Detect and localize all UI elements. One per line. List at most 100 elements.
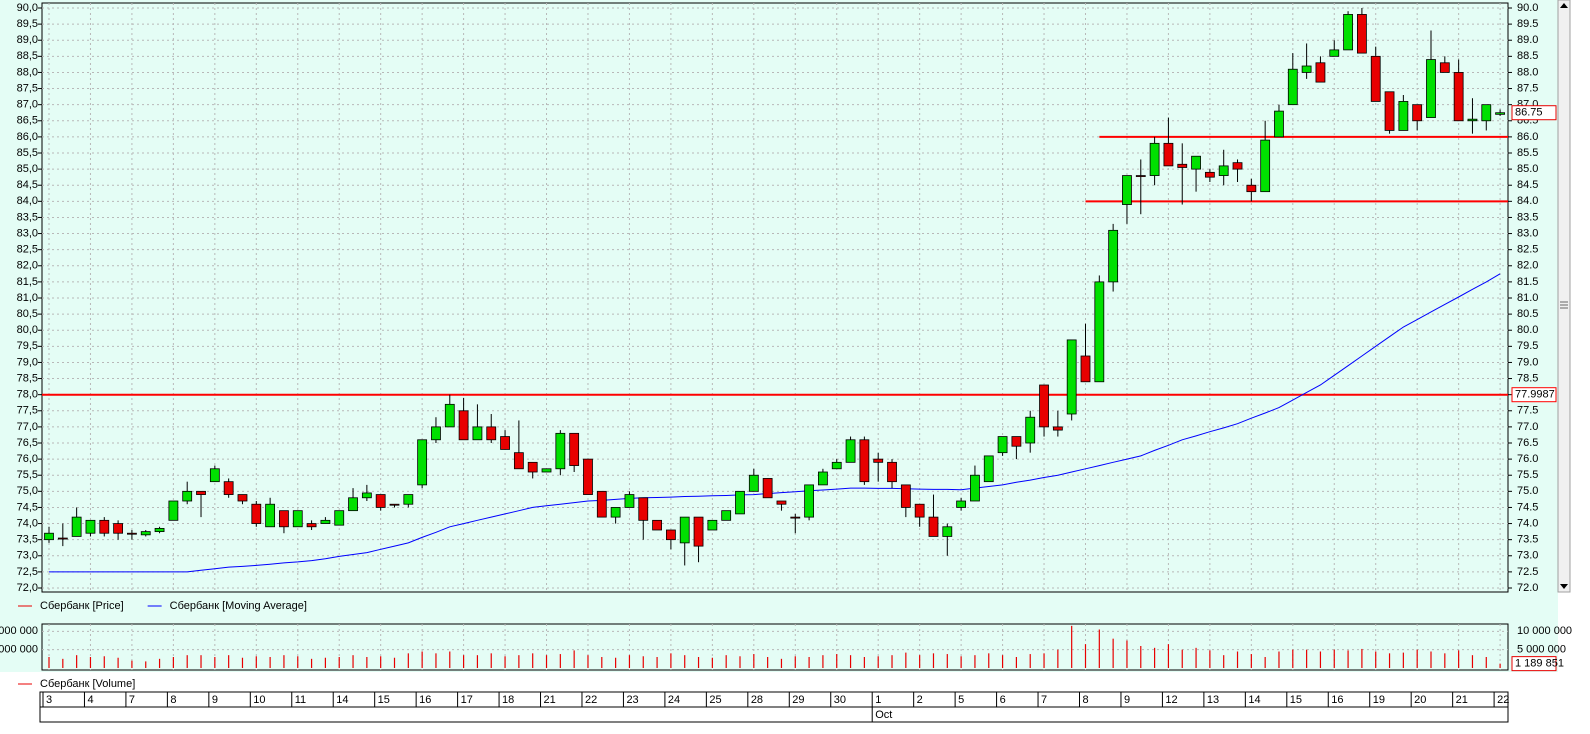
value-box bbox=[1511, 387, 1557, 403]
candle-body bbox=[1149, 142, 1160, 176]
y-tick-label-left: 81,0 bbox=[17, 292, 38, 304]
x-tick-label: 28 bbox=[751, 694, 763, 706]
y-tick-label: 83.0 bbox=[1517, 227, 1538, 239]
candle-body bbox=[707, 519, 718, 531]
y-tick-label: 84.0 bbox=[1517, 195, 1538, 207]
candle-body bbox=[1218, 165, 1229, 176]
candle-body bbox=[970, 474, 980, 502]
x-tick-label: 14 bbox=[1248, 694, 1260, 706]
scroll-grip bbox=[1560, 301, 1568, 309]
value-box bbox=[1511, 656, 1557, 672]
candle-body bbox=[1495, 112, 1505, 115]
candle-body bbox=[1343, 14, 1353, 51]
y-tick-label-left: 76,5 bbox=[17, 437, 38, 449]
legend-label: Сбербанк [Volume] bbox=[40, 678, 135, 690]
candle-body bbox=[1274, 110, 1284, 138]
y-tick-label-left: 80,5 bbox=[17, 308, 38, 320]
candle-body bbox=[168, 500, 179, 521]
candle-body bbox=[1025, 416, 1036, 444]
candle-body bbox=[44, 532, 54, 541]
candle-body bbox=[1108, 229, 1119, 283]
candle-body bbox=[721, 510, 732, 521]
candle-body bbox=[735, 490, 745, 515]
candle-body bbox=[1315, 62, 1326, 83]
scrollbar[interactable] bbox=[1557, 0, 1571, 593]
y-tick-label: 78.5 bbox=[1517, 372, 1538, 384]
y-tick-label: 79.5 bbox=[1517, 340, 1538, 352]
candle-body bbox=[873, 458, 884, 463]
candle-body bbox=[71, 516, 82, 537]
candle-body bbox=[569, 432, 580, 466]
x-tick-label: 10 bbox=[253, 694, 265, 706]
value-box bbox=[1511, 105, 1557, 121]
candle-body bbox=[1384, 91, 1395, 131]
y-tick-label-left: 79,5 bbox=[17, 340, 38, 352]
y-tick-label-left: 83,0 bbox=[17, 227, 38, 239]
candle-body bbox=[1135, 175, 1146, 177]
candle-body bbox=[1467, 118, 1478, 122]
y-tick-label: 73.5 bbox=[1517, 534, 1538, 546]
y-tick-label: 85.0 bbox=[1517, 163, 1538, 175]
candle-body bbox=[196, 490, 206, 495]
volume-tick-label: 10 000 000 bbox=[1517, 625, 1572, 637]
value-box-label: 86.75 bbox=[1515, 107, 1543, 119]
y-tick-label-left: 89,5 bbox=[17, 18, 38, 30]
y-tick-label-left: 87,0 bbox=[17, 99, 38, 111]
x-tick-label: 21 bbox=[1456, 694, 1468, 706]
y-tick-label: 80.0 bbox=[1517, 324, 1538, 336]
x-tick-label: 9 bbox=[1124, 694, 1130, 706]
candle-body bbox=[693, 516, 704, 547]
x-tick-label: 22 bbox=[1497, 694, 1509, 706]
candle-body bbox=[1439, 62, 1450, 73]
y-tick-label-left: 78,0 bbox=[17, 389, 38, 401]
candle-body bbox=[638, 497, 649, 521]
x-tick-label: 23 bbox=[626, 694, 638, 706]
candle-body bbox=[1370, 55, 1381, 102]
y-tick-label: 76.0 bbox=[1517, 453, 1538, 465]
candle-body bbox=[513, 452, 524, 470]
y-tick-label: 77.0 bbox=[1517, 421, 1538, 433]
month-label: Oct bbox=[875, 709, 892, 721]
candle-body bbox=[666, 529, 676, 541]
candle-body bbox=[983, 455, 994, 483]
candle-body bbox=[914, 503, 925, 518]
y-tick-label: 90.0 bbox=[1517, 2, 1538, 14]
candle-body bbox=[361, 492, 372, 499]
candle-body bbox=[776, 500, 787, 505]
candle-body bbox=[431, 426, 441, 441]
y-tick-label-left: 76,0 bbox=[17, 453, 38, 465]
candle-body bbox=[1453, 72, 1464, 122]
y-tick-label: 83.5 bbox=[1517, 211, 1538, 223]
x-tick-label: 9 bbox=[212, 694, 218, 706]
candle-body bbox=[527, 461, 538, 473]
candle-body bbox=[845, 439, 856, 463]
candle-body bbox=[555, 432, 566, 470]
candle-body bbox=[251, 503, 262, 524]
y-tick-label: 81.5 bbox=[1517, 276, 1538, 288]
candle-body bbox=[500, 436, 510, 450]
candle-body bbox=[748, 474, 759, 492]
x-tick-label: 5 bbox=[958, 694, 964, 706]
candle-body bbox=[1246, 184, 1257, 193]
candle-body bbox=[486, 426, 497, 441]
candle-body bbox=[182, 490, 193, 502]
candle-body bbox=[279, 510, 289, 528]
y-tick-label-left: 75,5 bbox=[17, 469, 38, 481]
x-tick-label: 8 bbox=[1083, 694, 1089, 706]
x-tick-label: 15 bbox=[1290, 694, 1302, 706]
x-tick-label: 6 bbox=[1000, 694, 1006, 706]
candle-body bbox=[1204, 171, 1215, 178]
x-tick-label: 20 bbox=[1414, 694, 1426, 706]
y-tick-label: 87.5 bbox=[1517, 82, 1538, 94]
x-tick-label: 21 bbox=[544, 694, 556, 706]
y-tick-label-left: 86,5 bbox=[17, 115, 38, 127]
candle-body bbox=[1122, 175, 1132, 205]
candle-body bbox=[1481, 104, 1492, 122]
candle-body bbox=[1080, 355, 1091, 383]
volume-tick-label: 5 000 000 bbox=[1517, 644, 1566, 656]
y-tick-label: 77.5 bbox=[1517, 405, 1538, 417]
grid bbox=[38, 3, 1512, 722]
y-tick-label: 88.5 bbox=[1517, 50, 1538, 62]
y-tick-label-left: 79,0 bbox=[17, 356, 38, 368]
candle-body bbox=[140, 531, 151, 536]
